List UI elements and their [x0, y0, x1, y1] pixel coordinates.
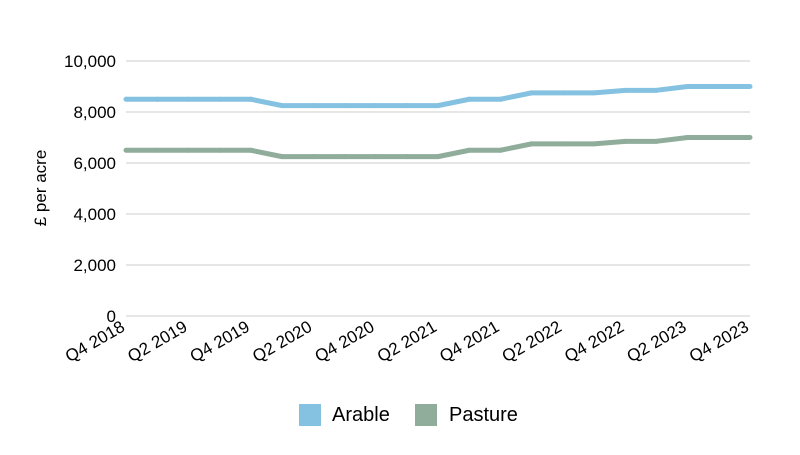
- data-point-arable: [497, 96, 503, 102]
- data-point-arable: [622, 87, 628, 93]
- data-point-pasture: [310, 154, 316, 160]
- legend-swatch: [415, 404, 437, 426]
- x-tick-label: Q2 2019: [124, 317, 190, 366]
- data-point-arable: [435, 103, 441, 109]
- x-tick-label: Q2 2022: [499, 317, 565, 366]
- data-point-pasture: [373, 154, 379, 160]
- y-tick-label: 6,000: [73, 154, 116, 173]
- data-point-arable: [185, 96, 191, 102]
- legend-swatch: [299, 404, 321, 426]
- data-point-arable: [248, 96, 254, 102]
- data-point-arable: [685, 84, 691, 89]
- data-point-arable: [529, 90, 535, 96]
- data-point-arable: [591, 90, 597, 96]
- series-pasture: [123, 135, 753, 160]
- x-tick-label: Q2 2020: [249, 317, 315, 366]
- data-point-arable: [653, 87, 659, 93]
- x-tick-label: Q4 2018: [62, 317, 128, 366]
- x-tick-label: Q4 2020: [312, 317, 378, 366]
- data-point-pasture: [248, 147, 254, 153]
- data-point-pasture: [341, 154, 347, 160]
- data-point-pasture: [154, 147, 160, 153]
- data-point-pasture: [217, 147, 223, 153]
- y-tick-label: 0: [107, 307, 116, 326]
- data-point-arable: [217, 96, 223, 102]
- data-point-arable: [154, 96, 160, 102]
- y-tick-label: 10,000: [64, 52, 116, 71]
- data-point-pasture: [497, 147, 503, 153]
- gridlines: [126, 60, 750, 317]
- y-tick-label: 4,000: [73, 205, 116, 224]
- series-lines: [123, 84, 753, 160]
- data-point-arable: [716, 84, 722, 89]
- data-point-arable: [747, 84, 753, 89]
- data-point-arable: [560, 90, 566, 96]
- x-tick-label: Q4 2023: [686, 317, 752, 366]
- data-point-pasture: [747, 135, 753, 140]
- y-tick-label: 2,000: [73, 256, 116, 275]
- x-tick-label: Q2 2023: [624, 317, 690, 366]
- data-point-pasture: [591, 141, 597, 147]
- x-tick-label: Q2 2021: [374, 317, 440, 366]
- data-point-arable: [373, 103, 379, 109]
- data-point-arable: [466, 96, 472, 102]
- data-point-pasture: [279, 154, 285, 160]
- series-arable: [123, 84, 753, 109]
- data-point-pasture: [716, 135, 722, 140]
- data-point-pasture: [560, 141, 566, 147]
- data-point-arable: [279, 103, 285, 109]
- data-point-pasture: [529, 141, 535, 147]
- legend-item-arable: Arable: [299, 404, 390, 426]
- data-point-pasture: [685, 135, 691, 140]
- data-point-arable: [341, 103, 347, 109]
- data-point-pasture: [435, 154, 441, 160]
- legend-item-pasture: Pasture: [415, 404, 518, 426]
- y-axis-ticks: 0 2,000 4,000 6,000 8,000 10,000: [64, 52, 116, 326]
- data-point-pasture: [404, 154, 410, 160]
- data-point-pasture: [123, 147, 129, 153]
- x-tick-label: Q4 2019: [187, 317, 253, 366]
- y-axis-label: £ per acre: [31, 150, 50, 227]
- data-point-pasture: [622, 138, 628, 144]
- x-tick-label: Q4 2022: [561, 317, 627, 366]
- data-point-pasture: [185, 147, 191, 153]
- data-point-arable: [123, 96, 129, 102]
- data-point-arable: [310, 103, 316, 109]
- data-point-pasture: [466, 147, 472, 153]
- data-point-arable: [404, 103, 410, 109]
- data-point-pasture: [653, 138, 659, 144]
- legend: Arable Pasture: [299, 404, 518, 426]
- y-tick-label: 8,000: [73, 103, 116, 122]
- legend-label: Pasture: [449, 404, 518, 426]
- legend-label: Arable: [332, 404, 390, 426]
- x-tick-label: Q4 2021: [436, 317, 502, 366]
